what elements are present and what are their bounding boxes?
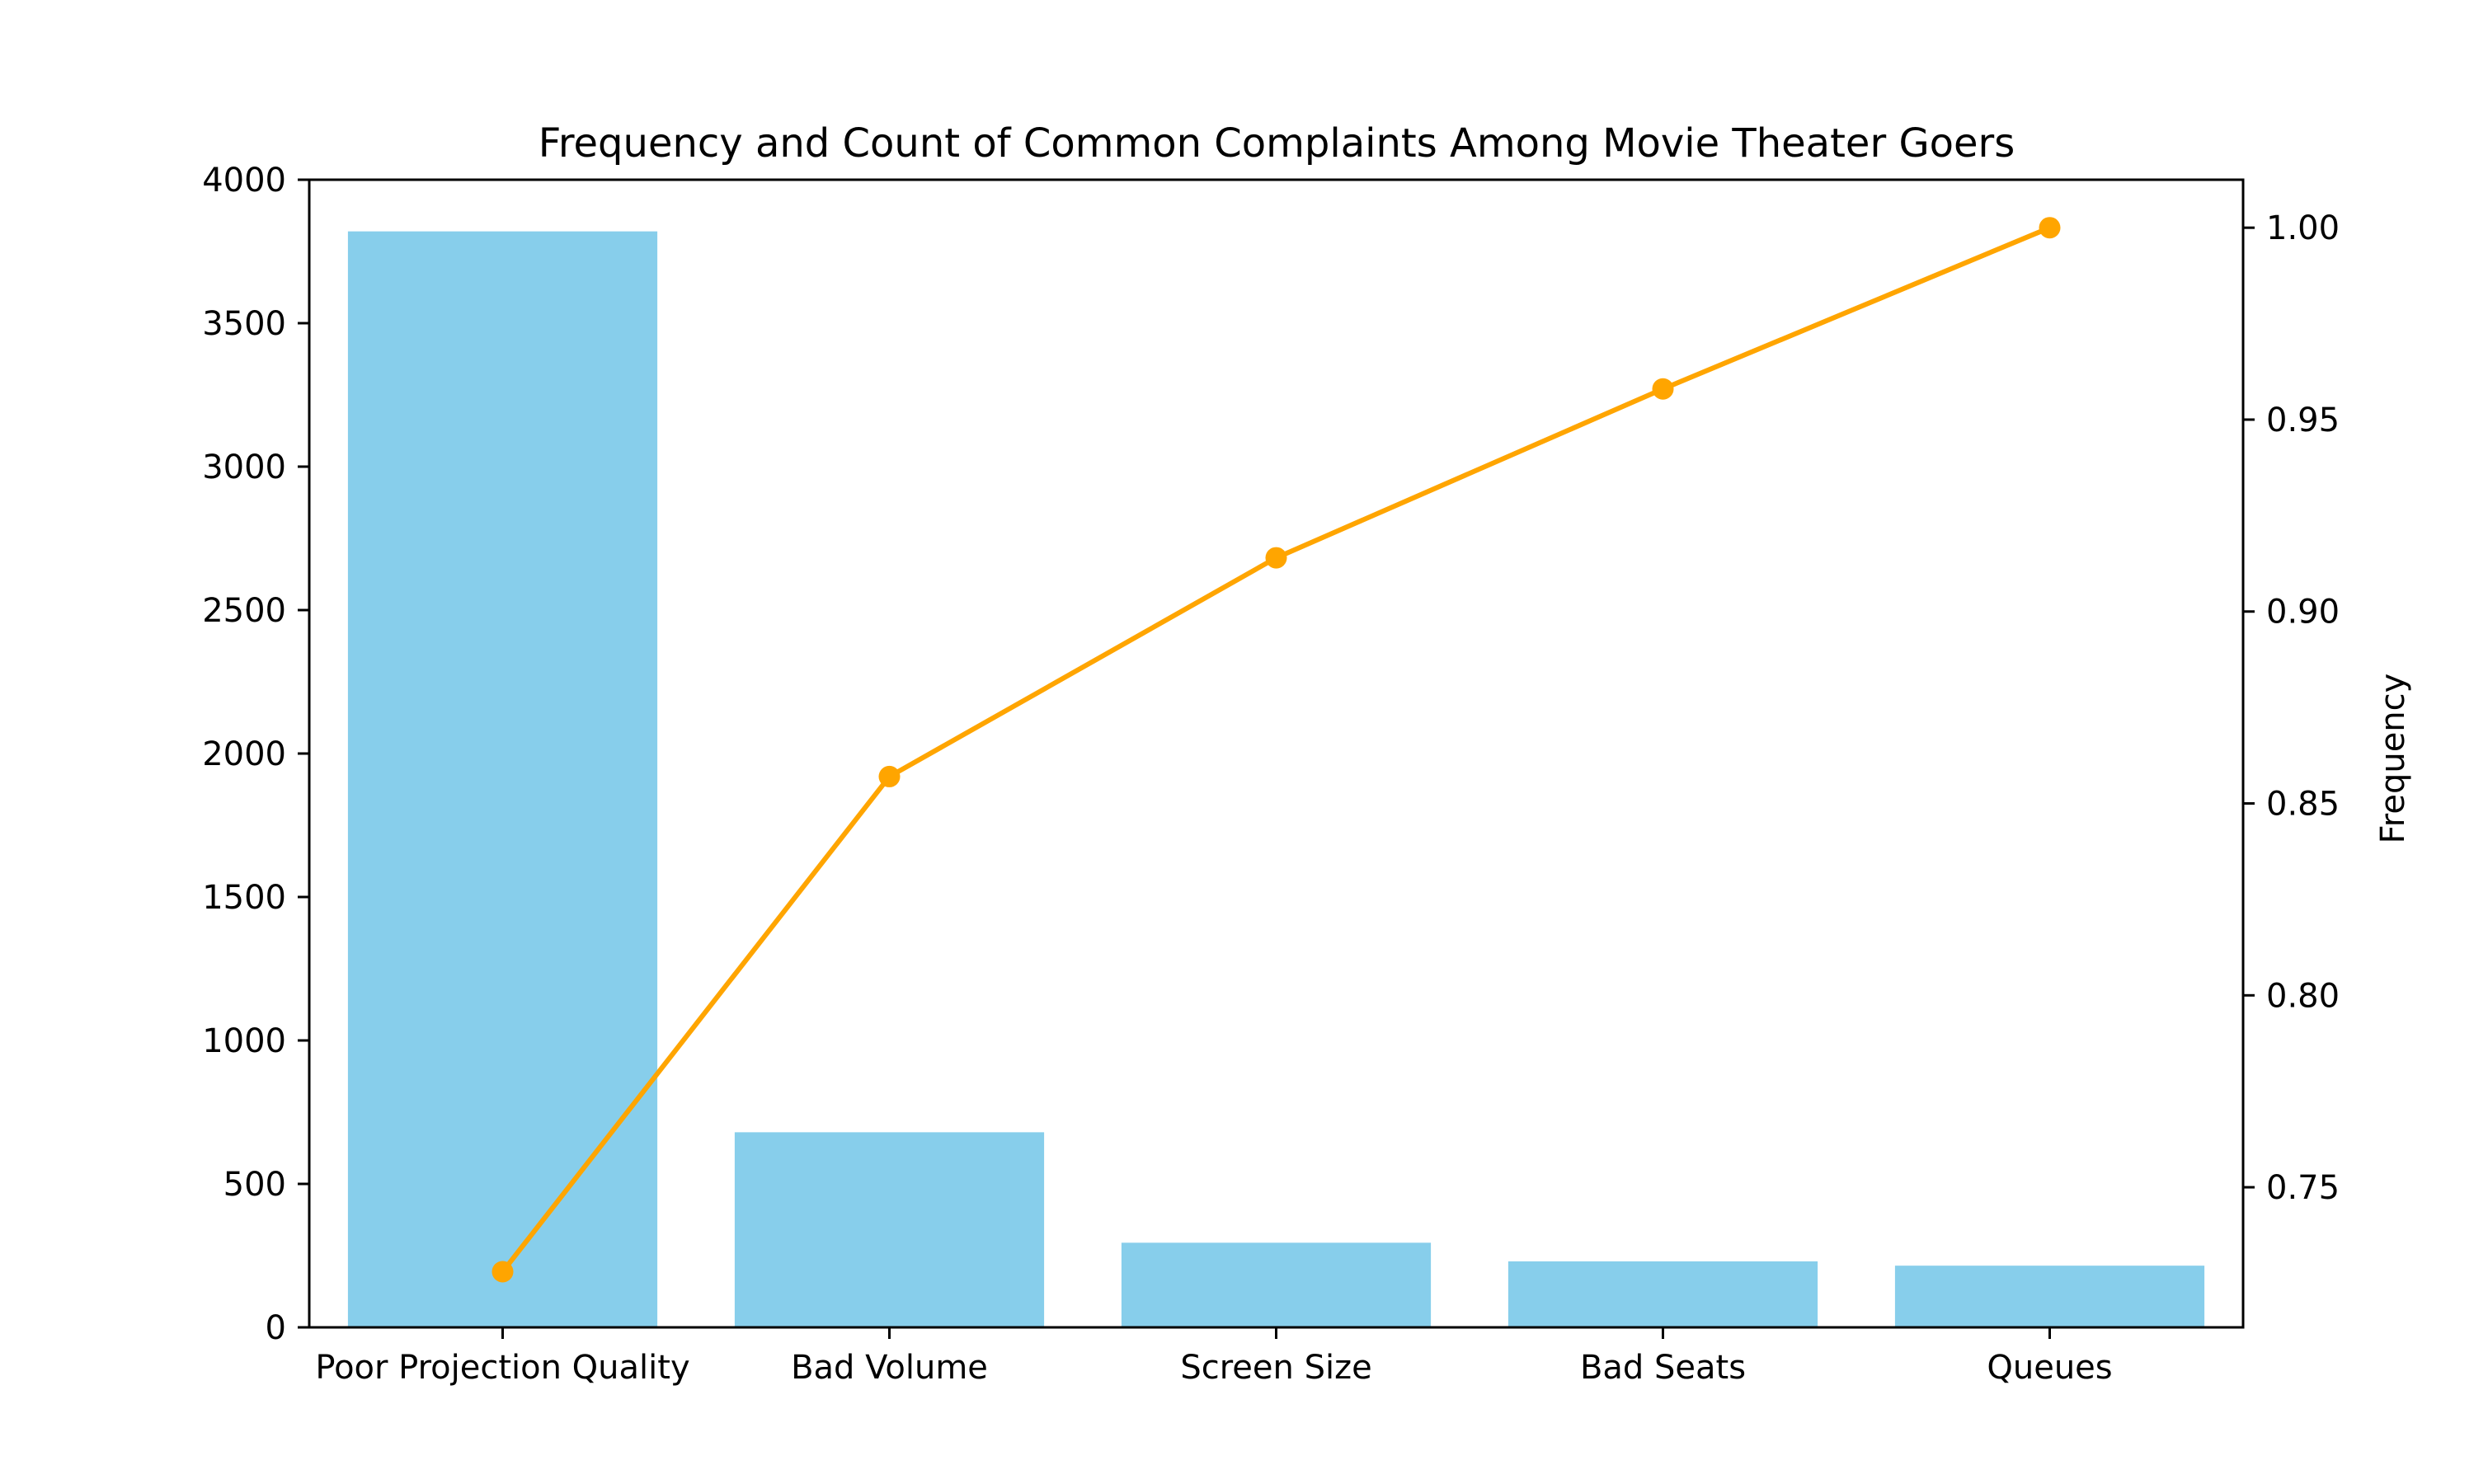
y2-tick-label-0: 0.75: [2266, 1169, 2340, 1207]
x-tick-label-2: Screen Size: [1180, 1349, 1371, 1387]
y2-tick-label-3: 0.90: [2266, 594, 2340, 632]
y-tick-label-0: 0: [266, 1309, 286, 1347]
y-tick-label-6: 3000: [202, 448, 286, 486]
chart-title: Frequency and Count of Common Complaints…: [539, 120, 2015, 167]
y-tick-label-7: 3500: [202, 305, 286, 343]
bar-4: [1894, 1266, 2205, 1327]
y-tick-label-4: 2000: [202, 735, 286, 773]
bars-layer: [347, 231, 2205, 1327]
x-tick-label-3: Bad Seats: [1580, 1349, 1746, 1387]
y2-tick-label-4: 0.95: [2266, 402, 2340, 439]
y-tick-label-2: 1000: [202, 1022, 286, 1060]
frequency-line: [501, 225, 2051, 1274]
bar-0: [347, 231, 658, 1327]
line-layer: [492, 217, 2061, 1283]
y2-tick-label-1: 0.80: [2266, 977, 2340, 1015]
frequency-point-1: [878, 765, 901, 787]
frequency-point-2: [1265, 547, 1287, 569]
x-tick-label-1: Bad Volume: [791, 1349, 988, 1387]
y2-axis-label: Frequency: [2374, 674, 2412, 844]
y-tick-label-3: 1500: [202, 879, 286, 917]
x-tick-label-4: Queues: [1987, 1349, 2112, 1387]
bar-3: [1507, 1261, 1818, 1327]
y2-tick-label-2: 0.85: [2266, 786, 2340, 824]
x-tick-label-0: Poor Projection Quality: [315, 1349, 689, 1387]
frequency-point-4: [2039, 217, 2061, 239]
bar-1: [734, 1132, 1045, 1327]
bar-2: [1121, 1242, 1432, 1327]
y-tick-label-5: 2500: [202, 592, 286, 630]
y-tick-label-8: 4000: [202, 162, 286, 200]
y-tick-label-1: 500: [223, 1166, 286, 1204]
frequency-point-0: [492, 1261, 514, 1283]
y2-tick-label-5: 1.00: [2266, 209, 2340, 247]
frequency-point-3: [1652, 378, 1674, 400]
axes-layer: 0 500 1000 1500 2000 2500 3000 3500 4000 0.75 0.80…: [202, 162, 2340, 1387]
